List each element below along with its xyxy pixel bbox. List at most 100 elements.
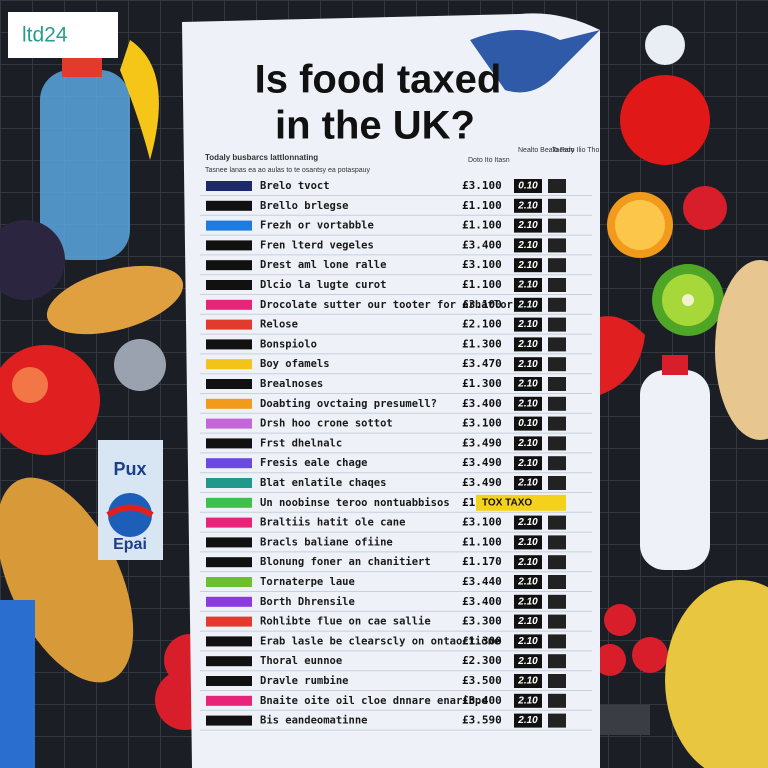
row-label: Relose [260, 319, 298, 331]
row-tag [206, 596, 252, 607]
row-rate: 2.10 [517, 616, 538, 627]
row-tag [206, 656, 252, 667]
row-tag [206, 458, 252, 469]
rate-box [514, 258, 542, 273]
rate-box [514, 317, 542, 332]
rate-box [514, 713, 542, 728]
rate-box [514, 357, 542, 372]
carton-brand: Pux [113, 459, 146, 479]
row-price: £1.100 [462, 535, 502, 548]
extra-box [548, 436, 566, 451]
extra-box [548, 357, 566, 372]
row-tag [206, 577, 252, 587]
rate-box [514, 594, 542, 609]
row-label: Brealnoses [260, 378, 323, 390]
extra-box [548, 218, 566, 233]
row-price: £3.490 [462, 456, 502, 469]
row-rate: 0.10 [518, 181, 538, 192]
extra-box [548, 238, 566, 253]
row-label: Doabting ovctaing presumell? [260, 398, 437, 410]
extra-box [548, 377, 566, 391]
row-price: £3.470 [462, 357, 502, 370]
extra-box [548, 693, 566, 708]
rate-box [514, 278, 542, 292]
row-rate: 2.10 [517, 577, 538, 588]
row-price: £2.100 [462, 318, 502, 331]
row-label: Erab lasle be clearscly on ontaoctione [260, 635, 500, 647]
row-rate: 2.10 [517, 596, 538, 607]
extra-box [548, 258, 566, 273]
extra-box [548, 535, 566, 550]
row-label: Thoral eunnoe [260, 655, 342, 667]
paper-sheet [182, 13, 600, 768]
rate-box [514, 693, 542, 708]
row-price: £1 [462, 496, 476, 509]
row-price: £1.170 [462, 555, 502, 568]
extra-box [548, 278, 566, 292]
rate-box [514, 238, 542, 253]
extra-box [548, 555, 566, 570]
row-rate: 2.10 [517, 517, 538, 528]
row-label: Drsh hoo crone sottot [260, 418, 393, 430]
row-label: Drocolate sutter our tooter for orhatlor [260, 299, 513, 311]
row-label: Dravle rumbine [260, 675, 349, 687]
extra-box [548, 179, 566, 193]
row-tag [206, 181, 252, 191]
header-line: Todaly busbarcs lattlonnating [205, 153, 318, 162]
rate-box [514, 436, 542, 451]
row-price: £1.100 [462, 278, 502, 291]
row-price: £3.400 [462, 595, 502, 608]
tax-note: TOX TAXO [482, 497, 532, 508]
row-label: Blat enlatile chaqes [260, 477, 386, 489]
rate-box [514, 179, 542, 193]
row-rate: 2.10 [517, 438, 538, 449]
rate-box [514, 377, 542, 391]
row-rate: 2.10 [517, 478, 538, 489]
extra-box [548, 575, 566, 589]
row-price: £1.300 [462, 377, 502, 390]
rate-box [514, 198, 542, 213]
row-rate: 2.10 [517, 260, 538, 271]
extra-box [548, 674, 566, 688]
row-rate: 2.10 [517, 379, 538, 390]
row-rate: 2.10 [517, 240, 538, 251]
row-label: Braltiis hatit ole cane [260, 517, 405, 529]
row-tag [206, 438, 252, 449]
row-tag [206, 319, 252, 330]
row-tag [206, 220, 252, 231]
rate-box [514, 575, 542, 589]
row-label: Bracls baliane ofiine [260, 536, 393, 548]
column-header: Nealto Bealo Pary [518, 147, 575, 154]
extra-box [548, 654, 566, 669]
row-tag [206, 280, 252, 290]
row-tag [206, 200, 252, 211]
row-tag [206, 260, 252, 271]
row-price: £3.100 [462, 179, 502, 192]
bird-illustration [470, 30, 600, 93]
row-label: Bis eandeomatinne [260, 715, 367, 727]
extra-box [548, 198, 566, 213]
rate-box [514, 337, 542, 352]
column-header: Tacado Ilio Tho [552, 147, 599, 154]
extra-box [548, 337, 566, 352]
rate-box [514, 456, 542, 471]
extra-box [548, 594, 566, 609]
row-price: £1.300 [462, 337, 502, 350]
row-label: Bonspiolo [260, 338, 317, 350]
logo: ltd24 [22, 24, 68, 47]
rate-box [514, 614, 542, 629]
rate-box [514, 654, 542, 669]
rate-box [514, 476, 542, 490]
decor-right [575, 25, 768, 768]
extra-box [548, 515, 566, 530]
row-rate: 2.10 [517, 339, 538, 350]
row-label: Rohlibte flue on cae sallie [260, 616, 431, 628]
decor-left: Pux Epai [0, 40, 216, 768]
row-price: £3.500 [462, 674, 502, 687]
row-rate: 2.10 [517, 458, 538, 469]
title-line: in the UK? [275, 104, 475, 148]
row-tag [206, 715, 252, 726]
row-label: Borth Dhrensile [260, 596, 355, 608]
row-tag [206, 299, 252, 310]
